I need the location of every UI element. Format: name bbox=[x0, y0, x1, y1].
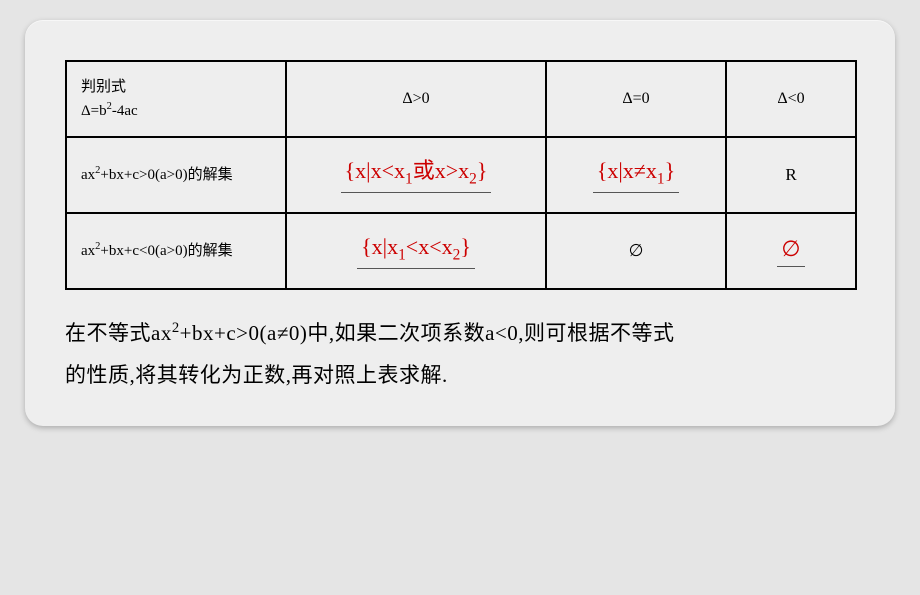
slide-card: 判别式 Δ=b2-4ac Δ>0 Δ=0 Δ<0 ax2+bx+c>0(a>0)… bbox=[25, 20, 895, 426]
discriminant-expr-post: -4ac bbox=[112, 103, 138, 119]
discriminant-label: 判别式 bbox=[81, 79, 126, 95]
row-lt0: ax2+bx+c<0(a>0)的解集 {x|x1<x<x2} ∅ ∅ bbox=[66, 213, 856, 289]
answer-text: {x|x≠x1} bbox=[593, 157, 679, 192]
header-delta-eq0: Δ=0 bbox=[546, 61, 726, 137]
row-gt0-delta-eq0: {x|x≠x1} bbox=[546, 137, 726, 213]
header-discriminant: 判别式 Δ=b2-4ac bbox=[66, 61, 286, 137]
row-gt0: ax2+bx+c>0(a>0)的解集 {x|x<x1或x>x2} {x|x≠x1… bbox=[66, 137, 856, 213]
answer-text: R bbox=[785, 165, 796, 184]
answer-text: {x|x1<x<x2} bbox=[357, 233, 475, 268]
header-delta-lt0: Δ<0 bbox=[726, 61, 856, 137]
row-lt0-label: ax2+bx+c<0(a>0)的解集 bbox=[66, 213, 286, 289]
row-gt0-delta-gt0: {x|x<x1或x>x2} bbox=[286, 137, 546, 213]
row-gt0-delta-lt0: R bbox=[726, 137, 856, 213]
caption-text: 在不等式ax2+bx+c>0(a≠0)中,如果二次项系数a<0,则可根据不等式 … bbox=[65, 312, 855, 396]
solution-table: 判别式 Δ=b2-4ac Δ>0 Δ=0 Δ<0 ax2+bx+c>0(a>0)… bbox=[65, 60, 857, 290]
header-delta-gt0: Δ>0 bbox=[286, 61, 546, 137]
row-gt0-label: ax2+bx+c>0(a>0)的解集 bbox=[66, 137, 286, 213]
row-lt0-delta-lt0: ∅ bbox=[726, 213, 856, 289]
discriminant-expr-pre: Δ=b bbox=[81, 103, 107, 119]
row-lt0-delta-gt0: {x|x1<x<x2} bbox=[286, 213, 546, 289]
answer-text: {x|x<x1或x>x2} bbox=[341, 157, 492, 192]
table-header-row: 判别式 Δ=b2-4ac Δ>0 Δ=0 Δ<0 bbox=[66, 61, 856, 137]
row-lt0-delta-eq0: ∅ bbox=[546, 213, 726, 289]
answer-text: ∅ bbox=[777, 235, 804, 267]
answer-text: ∅ bbox=[629, 241, 644, 260]
